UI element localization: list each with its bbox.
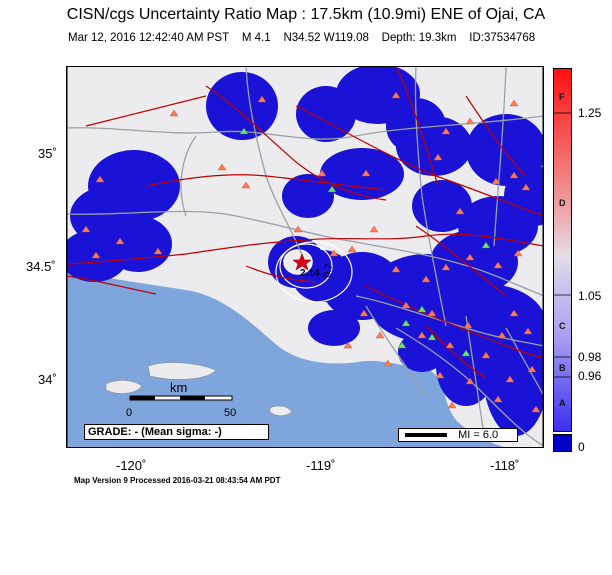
colorbar-tick: 1.05 bbox=[578, 289, 602, 303]
lat-label-34-5: 34.5˚ bbox=[26, 259, 56, 274]
contour-line bbox=[279, 243, 333, 289]
lon-label-118: -118˚ bbox=[490, 458, 520, 473]
island bbox=[147, 362, 217, 380]
colorbar-bottom-swatch bbox=[553, 434, 572, 452]
mi-legend-swatch bbox=[405, 433, 447, 438]
event-magnitude: M 4.1 bbox=[241, 32, 271, 44]
grade-letter-d: D bbox=[559, 198, 566, 208]
grade-box: GRADE: - (Mean sigma: -) bbox=[84, 424, 269, 440]
scale-bar bbox=[129, 395, 233, 401]
island bbox=[269, 405, 293, 417]
event-date: Mar 12, 2016 12:42:40 AM PST bbox=[68, 32, 230, 44]
contour-label: 0.7 bbox=[322, 262, 335, 278]
contour-label: 2.14 bbox=[300, 268, 320, 279]
processing-footer: Map Version 9 Processed 2016-03-21 08:43… bbox=[74, 476, 281, 485]
map-title: CISN/cgs Uncertainty Ratio Map : 17.5km … bbox=[66, 6, 546, 23]
grade-letter-c: C bbox=[559, 321, 566, 331]
grade-letter-b: B bbox=[559, 363, 566, 373]
strongmotion-stations bbox=[239, 127, 491, 357]
event-id: ID:37534768 bbox=[469, 32, 536, 44]
uncertainty-map[interactable]: 2.14 0.7 km 0 50 bbox=[66, 66, 544, 448]
grade-letter-a: A bbox=[559, 398, 566, 408]
scale-unit-label: km bbox=[170, 380, 187, 395]
colorbar-tick: 0 bbox=[578, 440, 585, 454]
epicenter-star-icon[interactable] bbox=[292, 253, 312, 271]
mi-legend-box: MI = 6.0 bbox=[398, 428, 518, 442]
contour-line bbox=[275, 241, 353, 303]
colorbar-tick: 0.98 bbox=[578, 350, 602, 364]
ocean-area bbox=[66, 271, 506, 448]
scale-end-label: 50 bbox=[224, 407, 236, 419]
uncertainty-zones bbox=[66, 66, 544, 436]
event-info: Mar 12, 2016 12:42:40 AM PST M 4.1 N34.5… bbox=[68, 32, 568, 44]
seismic-stations bbox=[81, 91, 541, 413]
colorbar-tick: 0.96 bbox=[578, 369, 602, 383]
event-depth: Depth: 19.3km bbox=[381, 32, 457, 44]
island bbox=[105, 380, 143, 394]
event-location: N34.52 W119.08 bbox=[283, 32, 369, 44]
lon-label-120: -120˚ bbox=[116, 458, 147, 473]
colorbar-tick: 1.25 bbox=[578, 106, 602, 120]
grade-letter-f: F bbox=[559, 92, 565, 102]
lon-label-119: -119˚ bbox=[306, 458, 336, 473]
lat-label-34: 34˚ bbox=[38, 372, 57, 387]
lat-label-35: 35˚ bbox=[38, 146, 57, 161]
mi-legend-label: MI = 6.0 bbox=[458, 429, 499, 441]
scale-start-label: 0 bbox=[126, 407, 132, 419]
faults bbox=[66, 66, 544, 379]
colorbar bbox=[553, 68, 572, 432]
